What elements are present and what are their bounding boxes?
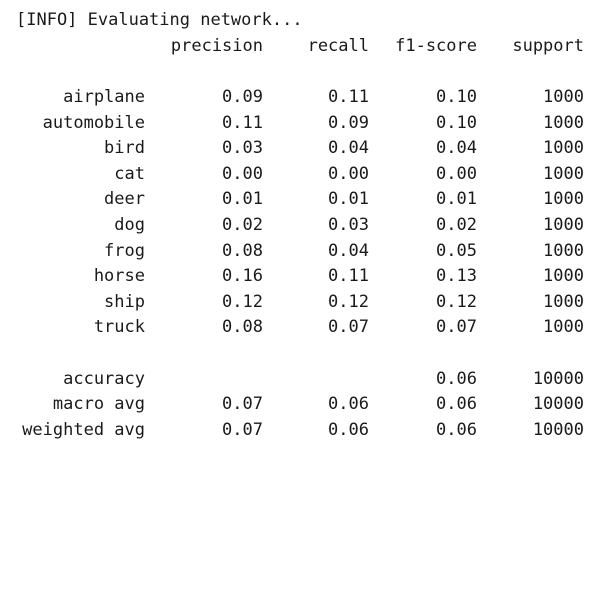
- row-precision: 0.03: [222, 138, 263, 159]
- row-recall: 0.00: [328, 163, 369, 184]
- row-recall: 0.03: [328, 215, 369, 235]
- row-support: 1000: [543, 189, 584, 210]
- row-recall: 0.11: [328, 266, 369, 287]
- row-label: dog: [114, 215, 145, 235]
- row-recall: 0.09: [328, 112, 369, 133]
- row-precision: 0.00: [222, 163, 263, 184]
- report-row: airplane 0.09 0.11 0.10 1000: [0, 85, 601, 111]
- row-f1-score: 0.04: [436, 138, 477, 159]
- row-recall: 0.01: [328, 189, 369, 210]
- row-f1-score: 0.12: [436, 291, 477, 312]
- report-row: automobile 0.11 0.09 0.10 1000: [0, 111, 601, 137]
- row-support: 1000: [543, 215, 584, 235]
- row-f1-score: 0.06: [436, 368, 477, 389]
- header-support: support: [512, 36, 584, 56]
- row-precision: 0.07: [222, 394, 263, 415]
- row-label: truck: [93, 317, 145, 338]
- row-precision: 0.11: [222, 112, 263, 133]
- row-f1-score: 0.07: [436, 317, 477, 338]
- console-output: [INFO] Evaluating network... precision r…: [0, 8, 601, 444]
- row-f1-score: 0.00: [436, 163, 477, 184]
- report-row: deer 0.01 0.01 0.01 1000: [0, 187, 601, 213]
- row-precision: 0.07: [222, 419, 263, 440]
- report-row: cat 0.00 0.00 0.00 1000: [0, 162, 601, 188]
- row-support: 10000: [532, 368, 584, 389]
- row-support: 10000: [532, 419, 584, 440]
- summary-row-accuracy: accuracy 0.06 10000: [0, 367, 601, 393]
- row-support: 1000: [543, 266, 584, 287]
- row-recall: 0.07: [328, 317, 369, 338]
- row-precision: 0.09: [222, 87, 263, 107]
- row-support: 1000: [543, 240, 584, 261]
- row-label: accuracy: [63, 368, 145, 389]
- summary-row-macro-avg: macro avg 0.07 0.06 0.06 10000: [0, 392, 601, 418]
- row-label: horse: [93, 266, 145, 287]
- row-support: 1000: [543, 138, 584, 159]
- row-recall: 0.06: [328, 394, 369, 415]
- row-precision: 0.16: [222, 266, 263, 287]
- header-precision: precision: [170, 36, 263, 56]
- row-label: cat: [114, 163, 145, 184]
- row-f1-score: 0.06: [436, 419, 477, 440]
- row-precision: 0.08: [222, 317, 263, 338]
- row-label: frog: [104, 240, 145, 261]
- report-row: ship 0.12 0.12 0.12 1000: [0, 290, 601, 316]
- row-label: macro avg: [52, 394, 145, 415]
- summary-row-weighted-avg: weighted avg 0.07 0.06 0.06 10000: [0, 418, 601, 444]
- row-recall: 0.11: [328, 87, 369, 107]
- report-row: dog 0.02 0.03 0.02 1000: [0, 213, 601, 239]
- row-label: airplane: [63, 87, 145, 107]
- row-label: weighted avg: [22, 419, 145, 440]
- info-text: [INFO] Evaluating network...: [16, 10, 303, 30]
- row-precision: 0.02: [222, 215, 263, 235]
- row-label: bird: [104, 138, 145, 159]
- row-recall: 0.04: [328, 138, 369, 159]
- row-recall: 0.04: [328, 240, 369, 261]
- row-f1-score: 0.10: [436, 112, 477, 133]
- row-f1-score: 0.13: [436, 266, 477, 287]
- header-f1-score: f1-score: [395, 36, 477, 56]
- row-f1-score: 0.05: [436, 240, 477, 261]
- report-row: horse 0.16 0.11 0.13 1000: [0, 264, 601, 290]
- row-support: 1000: [543, 317, 584, 338]
- report-header: precision recall f1-score support: [0, 34, 601, 60]
- row-precision: 0.01: [222, 189, 263, 210]
- row-f1-score: 0.10: [436, 87, 477, 107]
- report-row: truck 0.08 0.07 0.07 1000: [0, 315, 601, 341]
- row-f1-score: 0.06: [436, 394, 477, 415]
- row-precision: 0.08: [222, 240, 263, 261]
- header-recall: recall: [307, 36, 369, 56]
- row-precision: 0.12: [222, 291, 263, 312]
- row-f1-score: 0.02: [436, 215, 477, 235]
- report-row: bird 0.03 0.04 0.04 1000: [0, 136, 601, 162]
- row-support: 1000: [543, 163, 584, 184]
- row-recall: 0.06: [328, 419, 369, 440]
- row-support: 1000: [543, 112, 584, 133]
- row-label: automobile: [42, 112, 145, 133]
- info-line: [INFO] Evaluating network...: [0, 8, 601, 34]
- row-f1-score: 0.01: [436, 189, 477, 210]
- row-label: ship: [104, 291, 145, 312]
- row-support: 1000: [543, 87, 584, 107]
- row-recall: 0.12: [328, 291, 369, 312]
- row-label: deer: [104, 189, 145, 210]
- row-support: 1000: [543, 291, 584, 312]
- report-row: frog 0.08 0.04 0.05 1000: [0, 239, 601, 265]
- row-support: 10000: [532, 394, 584, 415]
